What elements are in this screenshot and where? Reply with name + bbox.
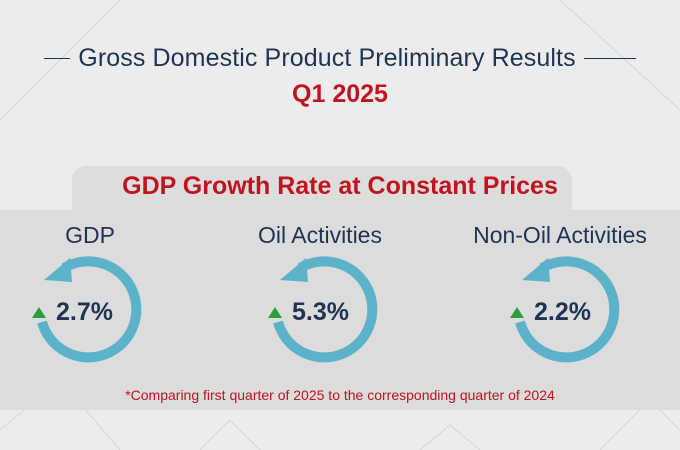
indicator-gdp: GDP — [0, 222, 210, 249]
indicator-value-text: 5.3% — [292, 298, 349, 326]
up-arrow-icon — [32, 307, 46, 318]
footnote: *Comparing first quarter of 2025 to the … — [125, 387, 555, 403]
subtitle-tab — [72, 166, 572, 212]
indicator-band — [0, 210, 680, 410]
section-title: GDP Growth Rate at Constant Prices — [122, 172, 558, 200]
refresh-arrow-icon — [273, 256, 378, 363]
indicator-label: Oil Activities — [258, 222, 382, 248]
indicator-value-text: 2.7% — [56, 298, 113, 326]
indicator-value: 2.2% — [510, 298, 591, 327]
indicator-label: GDP — [65, 222, 115, 248]
indicator-value-text: 2.2% — [534, 298, 591, 326]
period-label: Q1 2025 — [292, 80, 388, 108]
up-arrow-icon — [510, 307, 524, 318]
title-rule-right — [583, 57, 636, 60]
indicator-value: 5.3% — [268, 298, 349, 327]
indicator-non-oil: Non-Oil Activities — [440, 222, 680, 249]
indicator-value: 2.7% — [32, 298, 113, 327]
indicator-label: Non-Oil Activities — [473, 222, 647, 248]
indicator-oil: Oil Activities — [200, 222, 440, 249]
refresh-arrow-icon — [37, 256, 142, 363]
page-title: Gross Domestic Product Preliminary Resul… — [78, 44, 576, 72]
refresh-arrow-icon — [515, 256, 620, 363]
title-rule-left — [44, 57, 71, 60]
up-arrow-icon — [268, 307, 282, 318]
title-row: Gross Domestic Product Preliminary Resul… — [0, 44, 680, 73]
